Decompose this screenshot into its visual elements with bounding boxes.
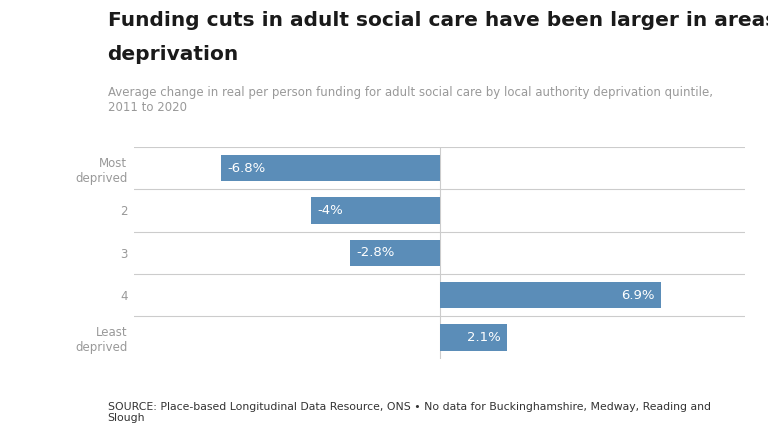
Text: 2.1%: 2.1% [467,331,501,344]
Text: -4%: -4% [318,204,343,217]
Bar [349,240,439,266]
Bar [439,324,507,350]
Bar [439,282,661,308]
Bar [221,155,439,181]
Text: SOURCE: Place-based Longitudinal Data Resource, ONS • No data for Buckinghamshir: SOURCE: Place-based Longitudinal Data Re… [108,402,710,423]
Text: 6.9%: 6.9% [621,289,655,302]
Text: -6.8%: -6.8% [227,162,266,175]
Text: -2.8%: -2.8% [356,246,395,259]
Text: Funding cuts in adult social care have been larger in areas with higher: Funding cuts in adult social care have b… [108,11,768,30]
Text: Average change in real per person funding for adult social care by local authori: Average change in real per person fundin… [108,86,713,114]
Bar [311,197,439,223]
Text: deprivation: deprivation [108,45,239,64]
